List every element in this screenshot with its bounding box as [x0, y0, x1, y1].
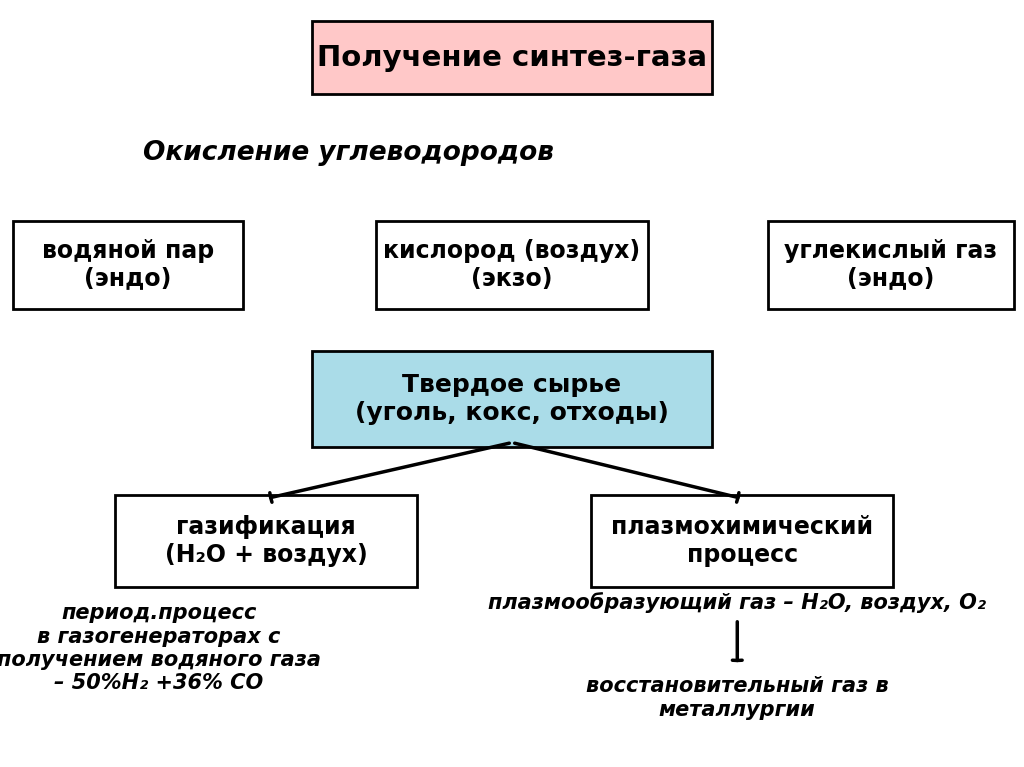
FancyBboxPatch shape [592, 495, 893, 587]
Text: газификация
(H₂O + воздух): газификация (H₂O + воздух) [165, 515, 368, 567]
FancyBboxPatch shape [377, 221, 648, 308]
Text: период.процесс
в газогенераторах с
получением водяного газа
– 50%H₂ +36% СО: период.процесс в газогенераторах с получ… [0, 604, 321, 693]
Text: кислород (воздух)
(экзо): кислород (воздух) (экзо) [383, 239, 641, 291]
Text: Твердое сырье
(уголь, кокс, отходы): Твердое сырье (уголь, кокс, отходы) [355, 373, 669, 425]
Text: углекислый газ
(эндо): углекислый газ (эндо) [784, 239, 997, 291]
Text: плазмохимический
процесс: плазмохимический процесс [611, 515, 873, 567]
Text: восстановительный газ в
металлургии: восстановительный газ в металлургии [586, 676, 889, 719]
Text: Окисление углеводородов: Окисление углеводородов [142, 140, 554, 166]
Text: Получение синтез-газа: Получение синтез-газа [317, 44, 707, 71]
FancyBboxPatch shape [116, 495, 418, 587]
FancyBboxPatch shape [768, 221, 1014, 308]
FancyBboxPatch shape [12, 221, 244, 308]
Text: водяной пар
(эндо): водяной пар (эндо) [42, 239, 214, 291]
Text: плазмообразующий газ – H₂O, воздух, O₂: плазмообразующий газ – H₂O, воздух, O₂ [488, 591, 986, 613]
FancyBboxPatch shape [312, 21, 712, 94]
FancyBboxPatch shape [312, 351, 712, 446]
